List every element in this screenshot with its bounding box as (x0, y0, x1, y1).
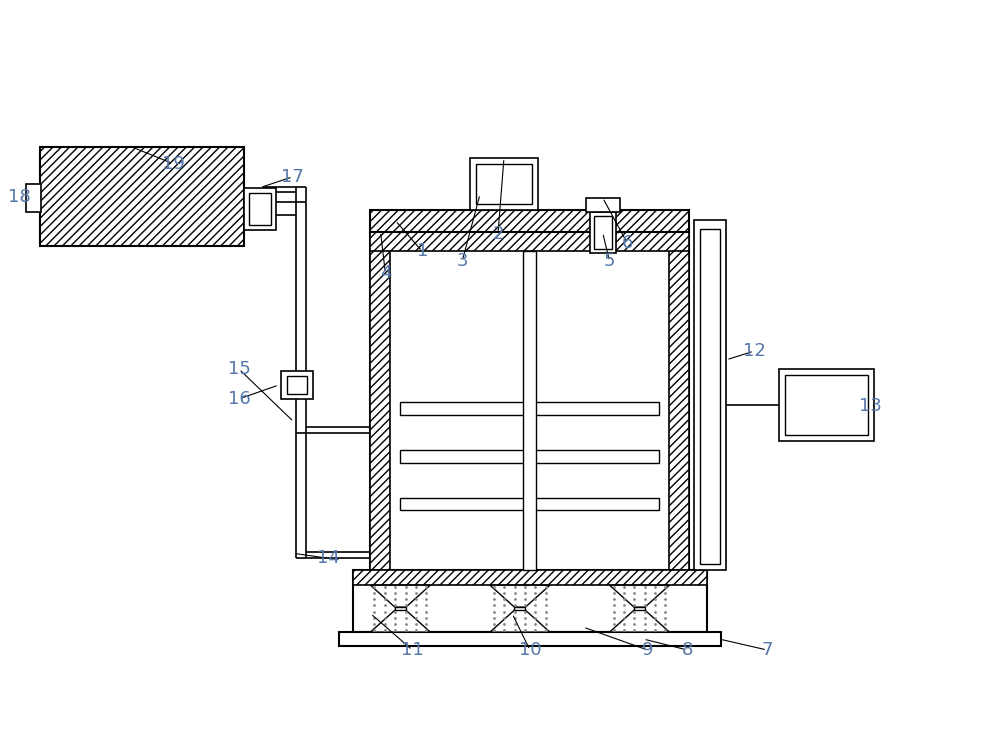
Text: 13: 13 (859, 397, 882, 415)
Polygon shape (370, 610, 430, 632)
Text: 10: 10 (519, 641, 541, 659)
Text: 11: 11 (401, 641, 424, 659)
Bar (370, 231, 689, 252)
Text: 1: 1 (417, 243, 428, 261)
Text: 2: 2 (492, 225, 504, 243)
Bar (669, 231, 689, 570)
Bar (390, 252, 669, 570)
Polygon shape (610, 610, 669, 632)
Bar (244, 188, 276, 230)
Bar (353, 570, 707, 585)
Polygon shape (370, 585, 430, 607)
Bar (694, 219, 726, 570)
Bar (476, 164, 532, 204)
Polygon shape (610, 585, 669, 607)
Text: 8: 8 (682, 641, 693, 659)
Text: 9: 9 (642, 641, 653, 659)
Bar (249, 193, 271, 225)
Bar (594, 216, 612, 249)
Bar (353, 570, 707, 632)
Bar (590, 212, 616, 253)
Bar (514, 607, 525, 610)
Bar (785, 375, 868, 435)
Text: 12: 12 (743, 342, 765, 360)
Text: 3: 3 (456, 252, 468, 270)
Bar (370, 231, 689, 570)
Bar (287, 376, 307, 394)
Bar (370, 210, 689, 231)
Bar (586, 198, 620, 212)
Text: 14: 14 (317, 549, 340, 567)
Text: 17: 17 (281, 167, 304, 185)
Bar (470, 158, 538, 210)
Bar (523, 252, 536, 570)
Text: 19: 19 (162, 155, 185, 173)
Text: 16: 16 (228, 390, 250, 408)
Bar (400, 498, 659, 511)
Text: 4: 4 (380, 264, 391, 282)
Polygon shape (490, 610, 550, 632)
Bar (400, 450, 659, 463)
Bar (370, 231, 390, 570)
Bar (339, 632, 721, 646)
Bar (26, 184, 41, 212)
Bar (400, 402, 659, 415)
Text: 5: 5 (604, 252, 615, 270)
Text: 15: 15 (228, 360, 250, 378)
Text: 6: 6 (622, 234, 633, 252)
Bar (281, 371, 313, 399)
Bar (634, 607, 645, 610)
Polygon shape (490, 585, 550, 607)
Bar (40, 147, 244, 246)
Bar (395, 607, 406, 610)
Text: 7: 7 (761, 641, 773, 659)
Text: 18: 18 (8, 188, 31, 206)
Bar (700, 228, 720, 564)
Bar (779, 369, 874, 441)
